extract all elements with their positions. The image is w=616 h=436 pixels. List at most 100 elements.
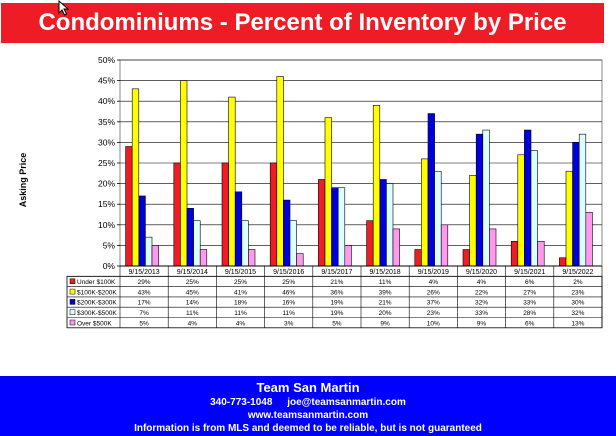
bar bbox=[241, 220, 249, 267]
email-address: joe@teamsanmartin.com bbox=[287, 397, 406, 408]
data-label: 21% bbox=[330, 279, 343, 286]
bar bbox=[318, 179, 326, 267]
data-label: 7% bbox=[139, 310, 149, 317]
data-label: 29% bbox=[138, 279, 151, 286]
data-label: 2% bbox=[573, 279, 583, 286]
bar bbox=[234, 191, 243, 267]
bar bbox=[289, 220, 297, 267]
data-label: 32% bbox=[475, 300, 488, 307]
y-tick-label: 40% bbox=[98, 96, 115, 106]
data-label: 3% bbox=[284, 320, 294, 327]
bar bbox=[585, 212, 593, 267]
bar bbox=[248, 249, 256, 267]
bar bbox=[283, 199, 291, 267]
bar bbox=[296, 253, 304, 267]
bar bbox=[462, 249, 470, 267]
bar bbox=[331, 187, 339, 267]
data-label: 45% bbox=[186, 289, 199, 296]
disclaimer-text: Information is from MLS and deemed to be… bbox=[134, 423, 482, 434]
x-tick-label: 9/15/2019 bbox=[418, 269, 449, 276]
bar bbox=[366, 220, 374, 267]
bar bbox=[421, 158, 429, 267]
bar bbox=[414, 249, 422, 267]
bar bbox=[386, 183, 394, 267]
data-label: 10% bbox=[427, 320, 440, 327]
data-label: 21% bbox=[379, 300, 392, 307]
data-label: 5% bbox=[332, 320, 342, 327]
bar bbox=[131, 88, 140, 267]
data-label: 25% bbox=[186, 279, 199, 286]
x-tick-label: 9/15/2015 bbox=[225, 269, 256, 276]
bar bbox=[324, 117, 332, 267]
y-tick-label: 5% bbox=[103, 240, 116, 250]
legend-entry: $300K-$500K bbox=[77, 310, 117, 317]
data-label: 9% bbox=[477, 320, 487, 327]
data-label: 6% bbox=[525, 320, 535, 327]
data-label: 11% bbox=[282, 310, 295, 317]
x-tick-label: 9/15/2022 bbox=[562, 269, 593, 276]
data-label: 4% bbox=[429, 279, 439, 286]
data-label: 25% bbox=[282, 279, 295, 286]
data-label: 36% bbox=[330, 289, 343, 296]
legend-swatch bbox=[69, 299, 76, 305]
y-tick-label: 30% bbox=[98, 137, 115, 147]
bar bbox=[469, 175, 477, 267]
legend-swatch bbox=[69, 288, 76, 295]
bar bbox=[125, 146, 133, 267]
contact-line: 340-773-1048 joe@teamsanmartin.com bbox=[0, 396, 616, 409]
bar bbox=[145, 236, 153, 267]
data-label: 32% bbox=[571, 310, 584, 317]
data-label: 6% bbox=[525, 279, 535, 286]
legend-swatch bbox=[69, 319, 76, 326]
data-label: 17% bbox=[138, 300, 151, 307]
bar bbox=[193, 220, 201, 267]
data-label: 5% bbox=[139, 320, 149, 327]
legend-entry: Under $100K bbox=[77, 279, 116, 286]
y-tick-label: 20% bbox=[98, 179, 115, 189]
legend-swatch bbox=[69, 309, 76, 315]
bar bbox=[392, 228, 400, 267]
data-label: 13% bbox=[571, 320, 584, 327]
bar bbox=[524, 129, 532, 267]
bar bbox=[565, 170, 573, 267]
bar bbox=[186, 208, 194, 267]
data-label: 22% bbox=[475, 289, 488, 296]
data-label: 28% bbox=[523, 310, 536, 317]
data-label: 30% bbox=[571, 300, 584, 307]
data-label: 37% bbox=[427, 300, 440, 307]
bar bbox=[427, 113, 435, 267]
bar bbox=[510, 240, 519, 267]
data-label: 23% bbox=[571, 289, 584, 296]
data-label: 27% bbox=[523, 289, 536, 296]
x-tick-label: 9/15/2018 bbox=[370, 269, 401, 276]
website-link: www.teamsanmartin.com bbox=[247, 410, 369, 421]
bar bbox=[138, 195, 146, 267]
data-label: 9% bbox=[380, 320, 390, 327]
legend-swatch bbox=[69, 278, 76, 285]
data-label: 18% bbox=[234, 300, 247, 307]
data-label: 33% bbox=[475, 310, 488, 317]
x-tick-label: 9/15/2020 bbox=[466, 269, 497, 276]
y-tick-label: 35% bbox=[98, 117, 115, 127]
legend-entry: $200K-$300K bbox=[77, 300, 117, 307]
x-tick-label: 9/15/2016 bbox=[273, 269, 304, 276]
bar bbox=[434, 170, 442, 267]
bar bbox=[221, 162, 229, 267]
bar bbox=[482, 129, 490, 267]
bar bbox=[537, 240, 545, 267]
x-tick-label: 9/15/2021 bbox=[514, 269, 545, 276]
bar bbox=[228, 96, 236, 267]
bar bbox=[276, 76, 284, 267]
data-label: 43% bbox=[138, 289, 151, 296]
bar bbox=[151, 245, 159, 267]
page-title: Condominiums - Percent of Inventory by P… bbox=[1, 3, 604, 76]
data-label: 39% bbox=[379, 289, 392, 296]
data-label: 4% bbox=[188, 320, 198, 327]
data-label: 33% bbox=[523, 300, 536, 307]
bar bbox=[180, 80, 188, 267]
data-label: 16% bbox=[282, 300, 295, 307]
data-label: 26% bbox=[427, 289, 440, 296]
y-tick-label: 0% bbox=[103, 261, 116, 271]
data-label: 20% bbox=[379, 310, 392, 317]
legend-entry: $100K-$200K bbox=[77, 289, 117, 296]
